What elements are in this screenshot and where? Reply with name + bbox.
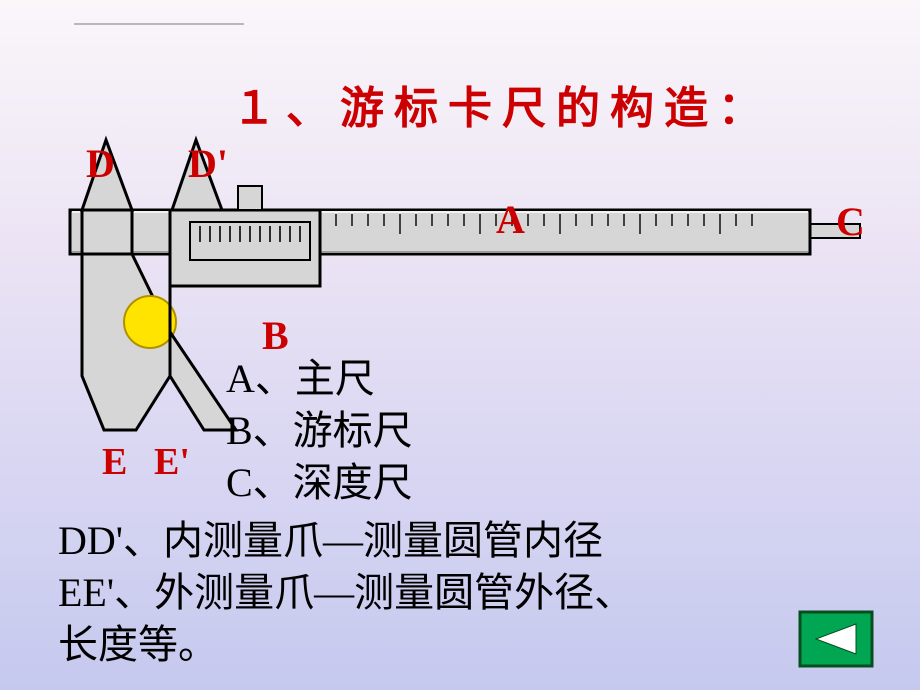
point-label-Dp: D' [188,140,228,187]
legend-line-2: C、深度尺 [226,450,413,508]
slide-title: １、游标卡尺的构造： [232,72,772,136]
point-label-E: E [102,440,127,484]
specimen-circle [124,296,176,348]
legend-line-3: DD'、内测量爪—测量圆管内径 [58,508,603,566]
legend-line-4: EE'、外测量爪—测量圆管外径、 [58,560,634,618]
legend-line-5: 长度等。 [58,612,218,670]
legend-line-1: B、游标尺 [226,398,413,456]
point-label-Ep: E' [154,440,190,484]
legend-line-0: A、主尺 [226,346,375,404]
point-label-D: D [86,140,115,187]
point-label-A: A [496,196,525,243]
point-label-C: C [836,198,865,245]
lock-screw [238,186,262,210]
